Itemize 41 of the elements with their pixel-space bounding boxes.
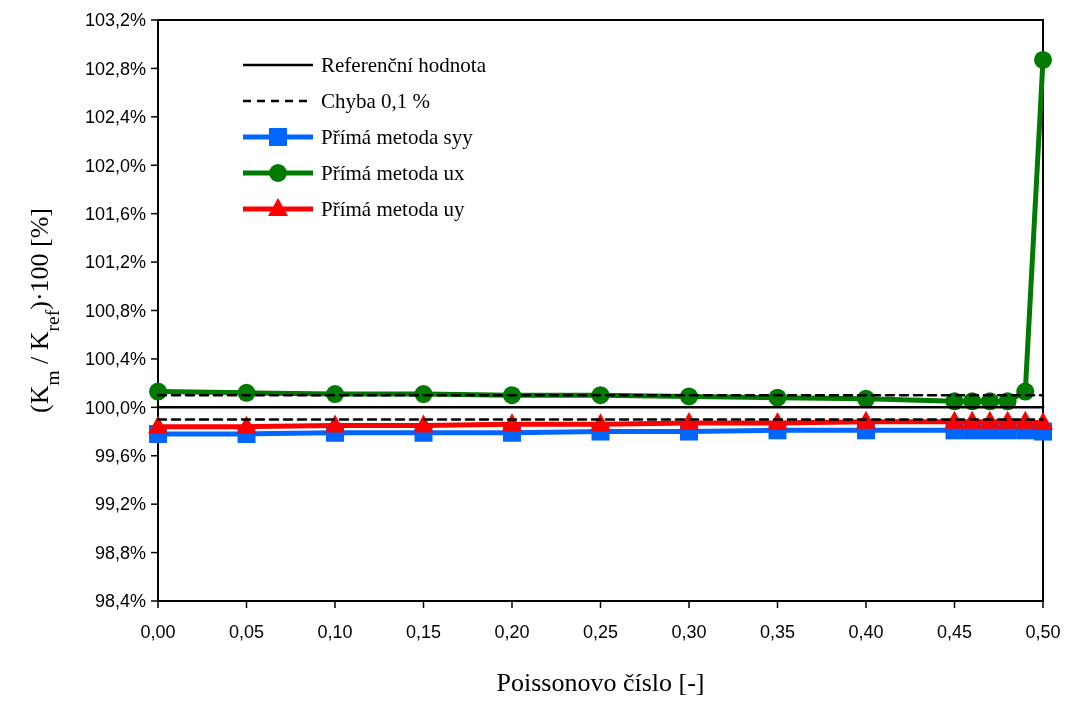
legend-label: Přímá metoda uy (321, 197, 465, 222)
y-tick-label: 98,4% (94, 591, 146, 612)
x-tick-label: 0,50 (1025, 622, 1061, 642)
point (148, 415, 168, 434)
x-tick-label: 0,20 (494, 622, 530, 642)
point (679, 412, 699, 431)
legend-label: Přímá metoda ux (321, 161, 465, 186)
x-tick-label: 0,40 (848, 622, 884, 642)
x-tick-label: 0,15 (405, 622, 442, 642)
y-tick-label: 101,6% (84, 203, 146, 224)
y-tick-label: 101,2% (84, 252, 146, 273)
y-tick-label: 100,0% (84, 397, 146, 418)
legend-label: Referenční hodnota (321, 53, 487, 78)
point (1015, 410, 1036, 429)
point (590, 413, 611, 432)
y-tick-label: 99,2% (94, 494, 146, 515)
point (149, 382, 167, 401)
y-tick-label: 99,6% (94, 446, 146, 467)
x-tick-label: 0,35 (759, 622, 796, 642)
y-tick-label: 100,4% (84, 349, 146, 370)
y-tick-label: 98,8% (94, 542, 146, 563)
y-tick-label: 100,8% (84, 300, 146, 321)
x-tick-label: 0,00 (140, 622, 176, 642)
point (325, 414, 345, 433)
y-tick-label: 102,0% (84, 155, 146, 176)
x-axis-title: Poissonovo číslo [-] (496, 668, 705, 697)
x-tick-label: 0,05 (228, 622, 265, 642)
x-tick-label: 0,30 (671, 622, 707, 642)
x-tick-label: 0,25 (582, 622, 619, 642)
x-tick-label: 0,10 (317, 622, 353, 642)
y-tick-label: 102,4% (84, 107, 146, 128)
point (1034, 50, 1052, 69)
y-tick-label: 102,8% (84, 58, 146, 79)
legend-label: Chyba 0,1 % (321, 89, 431, 114)
point (236, 415, 257, 434)
point (503, 386, 521, 405)
legend-label: Přímá metoda syy (321, 125, 474, 150)
point (1033, 412, 1053, 431)
y-tick-label: 103,2% (84, 10, 146, 31)
x-tick-label: 0,45 (936, 622, 973, 642)
point (856, 410, 876, 429)
